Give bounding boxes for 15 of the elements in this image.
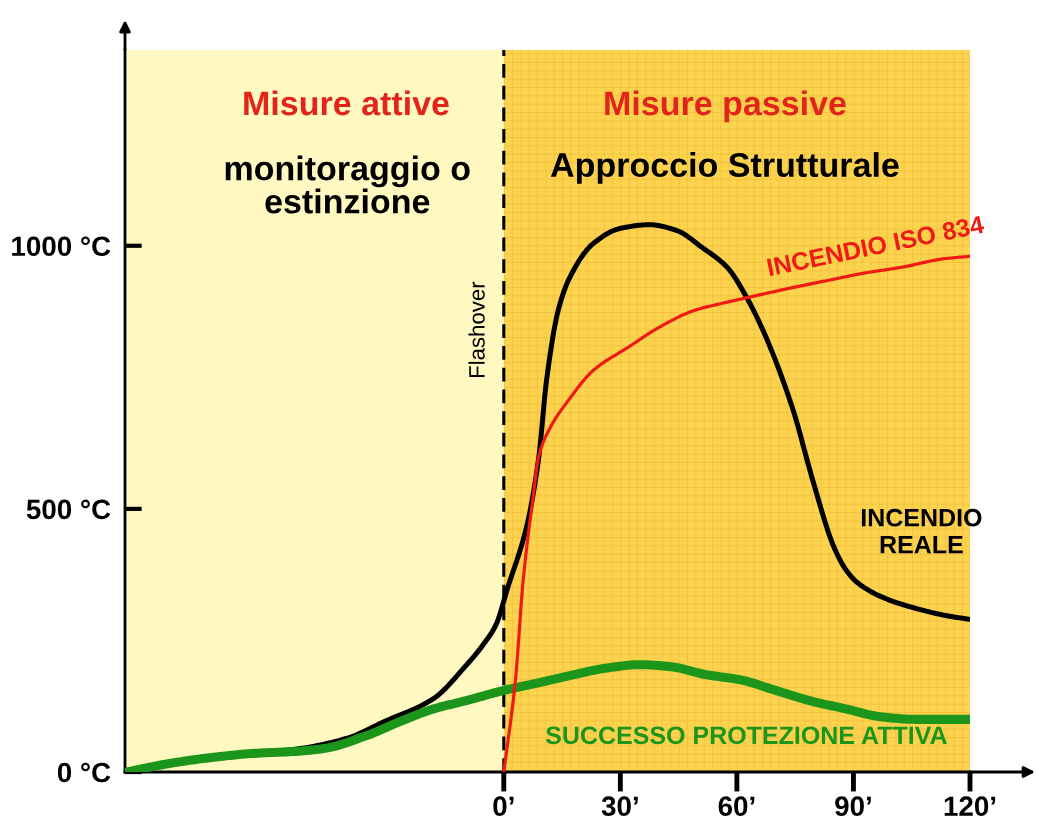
annotation: Approccio Strutturale [550,152,899,184]
ref-line-label: Flashover [468,281,485,378]
x-tick-label: 60’ [718,796,755,817]
x-tick-label: 30’ [601,796,638,817]
x-tick-label: 120’ [944,796,996,817]
y-tick-label: 500 °C [26,499,111,520]
annotation: monitoraggio o estinzione [225,155,470,214]
annotation: Misure passive [605,90,846,123]
series-label: SUCCESSO PROTEZIONE ATTIVA [545,726,947,745]
text: INCENDIO ISO 834 [766,215,985,277]
x-tick-label: 90’ [835,796,871,817]
annotation: Misure attive [244,90,449,116]
x-tick-label: 0’ [493,796,514,817]
y-tick-label: 1000 °C [12,236,111,257]
y-tick-label: 0 °C [57,762,111,783]
